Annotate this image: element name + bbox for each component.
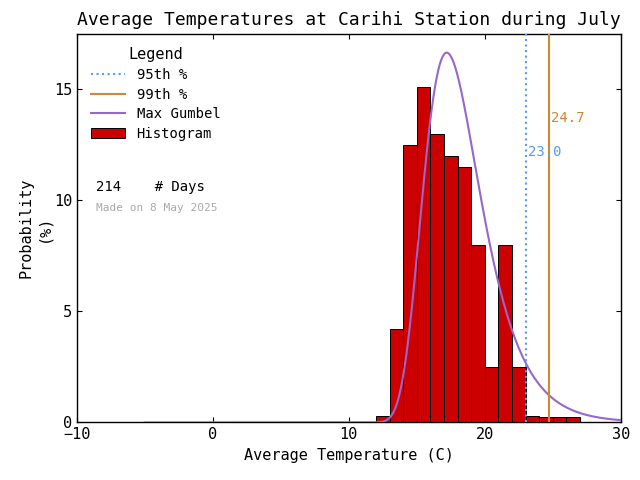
Text: Made on 8 May 2025: Made on 8 May 2025 xyxy=(96,203,218,213)
Bar xyxy=(540,417,553,422)
Text: 214    # Days: 214 # Days xyxy=(96,180,205,194)
Bar xyxy=(499,245,512,422)
Text: 23.0: 23.0 xyxy=(527,145,561,159)
Bar xyxy=(431,133,444,422)
Bar xyxy=(471,245,485,422)
Legend: 95th %, 99th %, Max Gumbel, Histogram: 95th %, 99th %, Max Gumbel, Histogram xyxy=(84,40,227,148)
Y-axis label: Probability
(%): Probability (%) xyxy=(19,178,51,278)
Bar xyxy=(376,416,390,422)
Bar xyxy=(485,367,499,422)
Bar xyxy=(512,367,525,422)
X-axis label: Average Temperature (C): Average Temperature (C) xyxy=(244,448,454,463)
Bar xyxy=(403,144,417,422)
Text: 24.7: 24.7 xyxy=(551,111,584,125)
Bar xyxy=(566,417,580,422)
Bar xyxy=(417,87,431,422)
Bar xyxy=(525,416,540,422)
Bar xyxy=(553,417,566,422)
Bar xyxy=(390,329,403,422)
Bar xyxy=(458,167,471,422)
Bar xyxy=(444,156,458,422)
Title: Average Temperatures at Carihi Station during July: Average Temperatures at Carihi Station d… xyxy=(77,11,621,29)
